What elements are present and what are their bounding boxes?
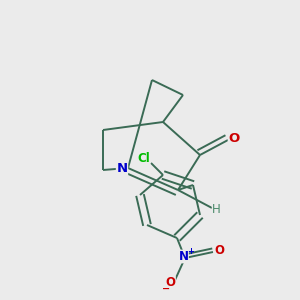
Text: +: +: [188, 248, 194, 256]
Text: O: O: [166, 277, 176, 290]
Text: N: N: [116, 161, 128, 175]
Text: Cl: Cl: [137, 152, 150, 165]
Text: N: N: [178, 250, 188, 263]
Text: H: H: [212, 203, 221, 216]
Text: O: O: [214, 244, 224, 257]
Text: O: O: [228, 132, 240, 145]
Text: −: −: [162, 284, 170, 294]
